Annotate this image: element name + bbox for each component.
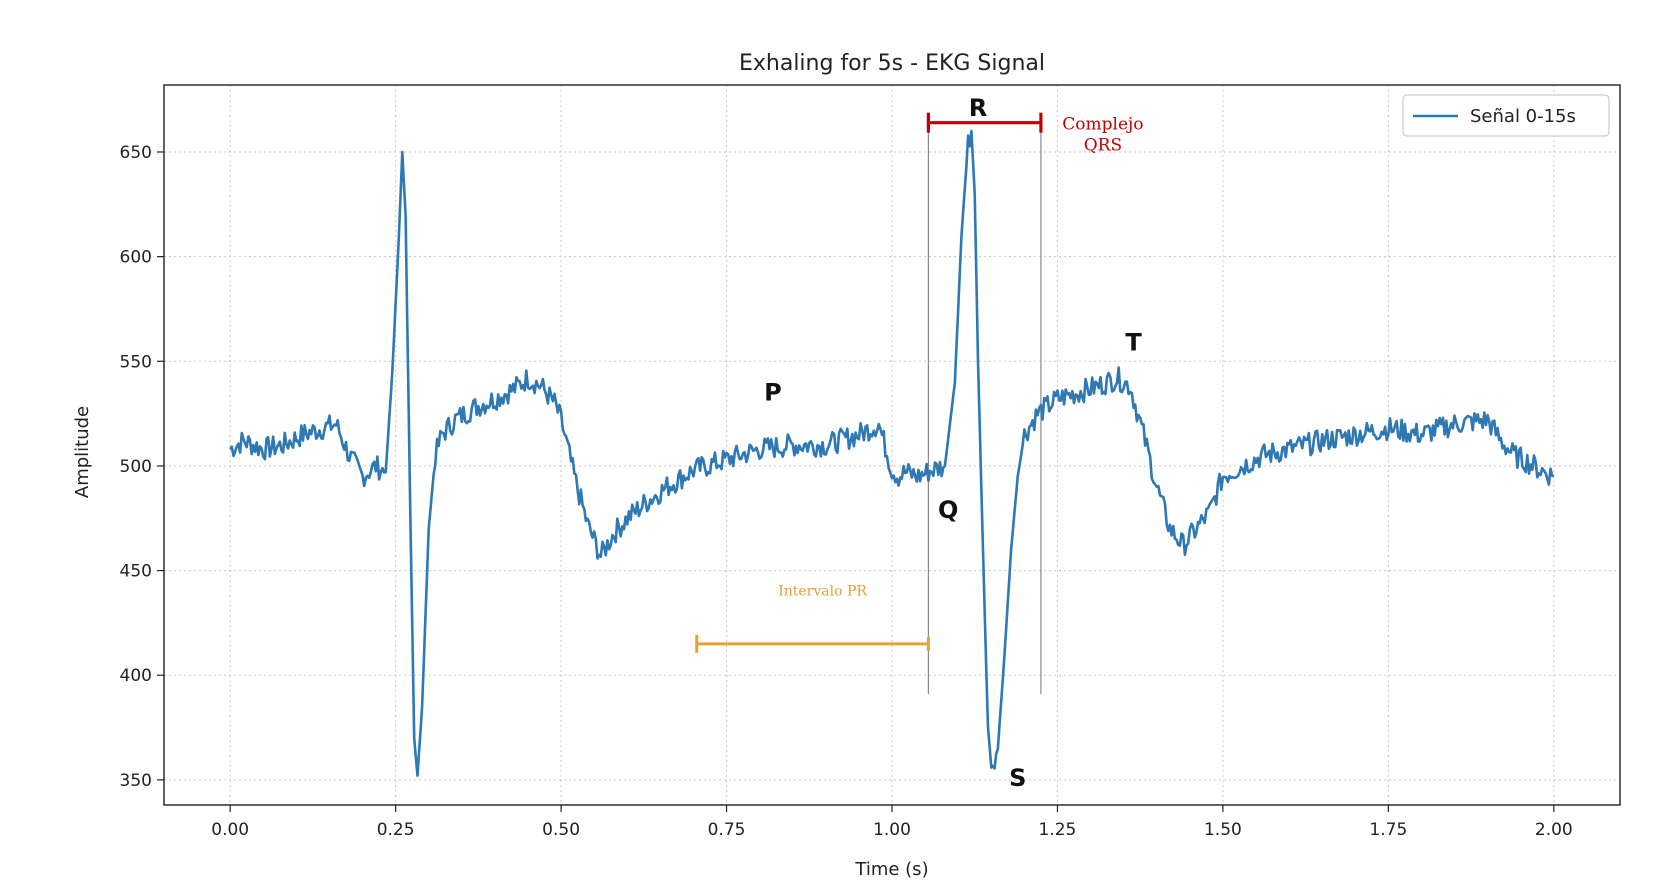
y-tick-label: 450 bbox=[120, 562, 152, 582]
y-tick-label: 500 bbox=[120, 457, 152, 477]
x-tick-label: 1.75 bbox=[1369, 820, 1407, 840]
legend-box bbox=[1402, 94, 1610, 137]
x-tick-label: 2.00 bbox=[1535, 820, 1573, 840]
x-tick-label: 1.00 bbox=[873, 820, 911, 840]
wave-label-t: T bbox=[1125, 328, 1142, 356]
chart-title: Exhaling for 5s - EKG Signal bbox=[739, 51, 1045, 76]
wave-label-q: Q bbox=[938, 496, 958, 524]
y-tick-label: 600 bbox=[120, 248, 152, 268]
series-line-0 bbox=[229, 129, 1555, 777]
pr-label: Intervalo PR bbox=[778, 584, 867, 600]
wave-label-s: S bbox=[1009, 764, 1026, 792]
x-tick-label: 1.25 bbox=[1039, 820, 1077, 840]
legend-label: Señal 0-15s bbox=[1470, 106, 1576, 127]
qrs-label-line1: Complejo bbox=[1062, 115, 1143, 135]
x-tick-label: 0.75 bbox=[708, 820, 746, 840]
grid-lines bbox=[164, 85, 1620, 805]
y-tick-label: 400 bbox=[120, 666, 152, 686]
x-tick-label: 0.50 bbox=[542, 820, 580, 840]
x-tick-label: 1.50 bbox=[1204, 820, 1242, 840]
y-tick-label: 650 bbox=[120, 143, 152, 163]
qrs-label-line2: QRS bbox=[1084, 136, 1122, 156]
x-tick-label: 0.00 bbox=[211, 820, 249, 840]
wave-label-r: R bbox=[969, 94, 987, 122]
wave-label-p: P bbox=[764, 379, 782, 407]
y-tick-label: 550 bbox=[120, 352, 152, 372]
y-axis-ticks: 350 400 450 500 550 600 650 bbox=[120, 143, 164, 791]
x-axis-ticks: 0.00 0.25 0.50 0.75 1.00 1.25 1.50 1.75 2.00 bbox=[211, 805, 1573, 840]
x-tick-label: 0.25 bbox=[377, 820, 415, 840]
plot-frame bbox=[163, 84, 1621, 806]
y-axis-label: Amplitude bbox=[72, 406, 93, 498]
x-axis-label: Time (s) bbox=[854, 859, 928, 880]
y-tick-label: 350 bbox=[120, 771, 152, 791]
legend: Señal 0-15s bbox=[1402, 94, 1610, 137]
